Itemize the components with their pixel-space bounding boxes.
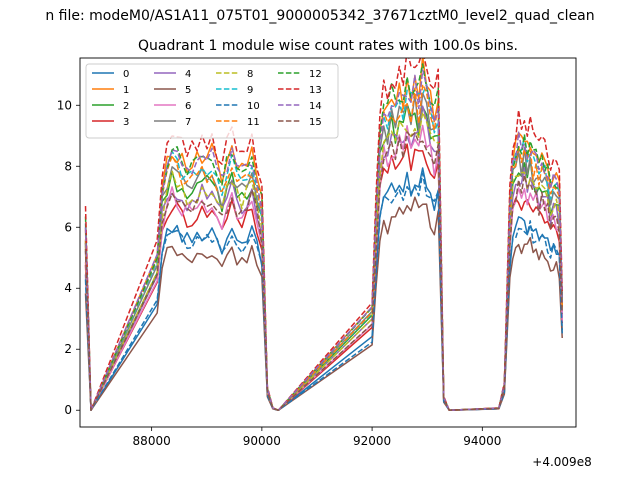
- y-tick-label: 8: [64, 159, 72, 173]
- legend-label-10: 10: [247, 101, 260, 112]
- figure-suptitle: n file: modeM0/AS1A11_075T01_9000005342_…: [45, 8, 594, 24]
- legend-label-4: 4: [185, 69, 191, 80]
- legend-label-15: 15: [309, 117, 322, 128]
- legend-label-0: 0: [123, 69, 129, 80]
- x-tick-label: 88000: [133, 434, 171, 448]
- legend-label-1: 1: [123, 85, 129, 96]
- chart-title: Quadrant 1 module wise count rates with …: [138, 38, 518, 54]
- x-tick-label: 94000: [463, 434, 501, 448]
- series-line-11: [84, 83, 563, 411]
- legend-label-12: 12: [309, 69, 322, 80]
- axes-frame: [79, 57, 577, 428]
- legend-label-9: 9: [247, 85, 253, 96]
- legend-label-7: 7: [185, 117, 191, 128]
- series-line-5: [84, 196, 563, 411]
- y-tick-label: 4: [64, 281, 72, 295]
- y-tick-label: 6: [64, 220, 72, 234]
- legend-label-8: 8: [247, 69, 253, 80]
- series-line-14: [84, 69, 563, 411]
- series-line-8: [84, 111, 563, 411]
- legend-label-2: 2: [123, 101, 129, 112]
- x-axis-offset-label: +4.009e8: [532, 455, 591, 469]
- legend-label-13: 13: [309, 85, 322, 96]
- y-axis-ticks: 0 2 4 6 8 10: [57, 98, 80, 417]
- legend-label-5: 5: [185, 85, 191, 96]
- series-line-15: [84, 131, 563, 411]
- y-tick-label: 2: [64, 342, 72, 356]
- series-line-10: [84, 172, 563, 411]
- legend-frame: [85, 63, 339, 139]
- legend-label-6: 6: [185, 101, 191, 112]
- x-tick-label: 92000: [353, 434, 391, 448]
- legend-label-3: 3: [123, 117, 129, 128]
- x-axis-ticks: 88000 90000 92000 94000: [133, 427, 501, 448]
- legend-label-11: 11: [247, 117, 260, 128]
- series-layer: [84, 58, 563, 411]
- x-tick-label: 90000: [243, 434, 281, 448]
- y-tick-label: 10: [57, 98, 72, 112]
- series-line-13: [84, 58, 563, 411]
- y-tick-label: 0: [64, 403, 72, 417]
- legend-label-14: 14: [309, 101, 322, 112]
- series-line-7: [84, 92, 563, 411]
- series-line-3: [84, 143, 563, 411]
